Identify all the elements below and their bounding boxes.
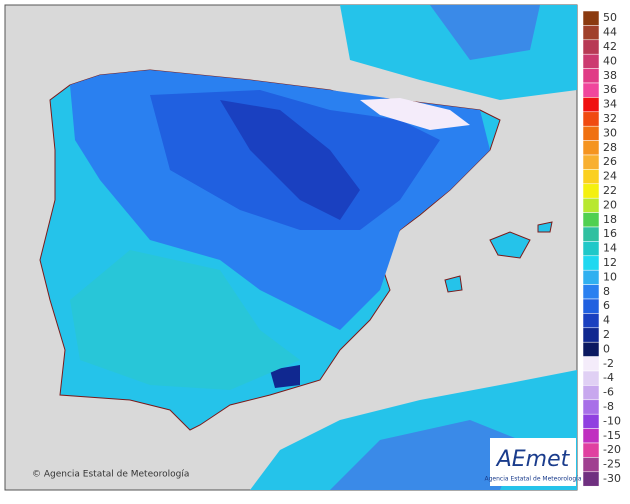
legend-label: 34 [603,98,617,111]
legend-swatch [582,313,600,329]
snow-area [360,98,470,130]
ibiza [444,275,463,293]
legend-label: 26 [603,155,617,168]
legend-label: 6 [603,299,610,312]
legend-swatch [582,39,600,55]
legend-label: 4 [603,314,610,327]
legend-label: 8 [603,285,610,298]
africa-cold [330,420,520,490]
legend-label: 32 [603,112,617,125]
legend-label: -4 [603,371,614,384]
legend-swatch [582,356,600,372]
legend-label: 22 [603,184,617,197]
legend-swatch [582,341,600,357]
legend-swatch [582,457,600,473]
legend-swatch [582,169,600,185]
legend-label: 38 [603,69,617,82]
legend-label: -2 [603,357,614,370]
mallorca [489,231,531,259]
legend-swatch [582,471,600,487]
legend-swatch [582,385,600,401]
legend-label: 24 [603,170,617,183]
legend-swatch [582,82,600,98]
legend-swatch [582,284,600,300]
logo-box [490,438,576,486]
legend-label: -15 [603,429,621,442]
legend-swatch [582,370,600,386]
legend-label: 40 [603,54,617,67]
legend-label: 44 [603,26,617,39]
legend-label: 10 [603,270,617,283]
legend-swatch [582,53,600,69]
legend-swatch [582,226,600,242]
legend-swatch [582,125,600,141]
legend-label: 20 [603,198,617,211]
legend-label: 18 [603,213,617,226]
legend-label: -10 [603,414,621,427]
legend-swatch [582,442,600,458]
menorca [537,221,553,233]
legend-swatch [582,212,600,228]
legend-label: -30 [603,472,621,485]
legend-swatch [582,298,600,314]
logo: AEmet [495,447,571,472]
logo-subtitle: Agencia Estatal de Meteorología [485,476,582,483]
legend-swatch [582,68,600,84]
coldest-area [220,100,360,220]
legend-swatch [582,413,600,429]
legend-label: 36 [603,83,617,96]
legend-label: 50 [603,11,617,24]
legend-label: -6 [603,386,614,399]
legend-swatch [582,97,600,113]
legend-label: 12 [603,256,617,269]
legend-label: 30 [603,126,617,139]
legend-swatch [582,154,600,170]
legend-swatch [582,140,600,156]
sea-area [430,5,540,60]
legend: 5044424038363432302826242220181614121086… [582,10,621,487]
legend-swatch [582,428,600,444]
sierra-area [270,365,300,388]
legend-swatch [582,241,600,257]
legend-swatch [582,255,600,271]
legend-swatch [582,399,600,415]
legend-swatch [582,183,600,199]
legend-label: 28 [603,141,617,154]
south-area [70,250,300,390]
legend-label: -8 [603,400,614,413]
legend-label: -25 [603,458,621,471]
legend-label: 14 [603,242,617,255]
legend-swatch [582,10,600,26]
credit: © Agencia Estatal de Meteorología [32,470,189,480]
legend-swatch [582,197,600,213]
legend-swatch [582,269,600,285]
legend-swatch [582,327,600,343]
legend-label: 0 [603,342,610,355]
legend-label: 42 [603,40,617,53]
legend-swatch [582,111,600,127]
legend-swatch [582,25,600,41]
legend-label: -20 [603,443,621,456]
legend-label: 16 [603,227,617,240]
legend-label: 2 [603,328,610,341]
